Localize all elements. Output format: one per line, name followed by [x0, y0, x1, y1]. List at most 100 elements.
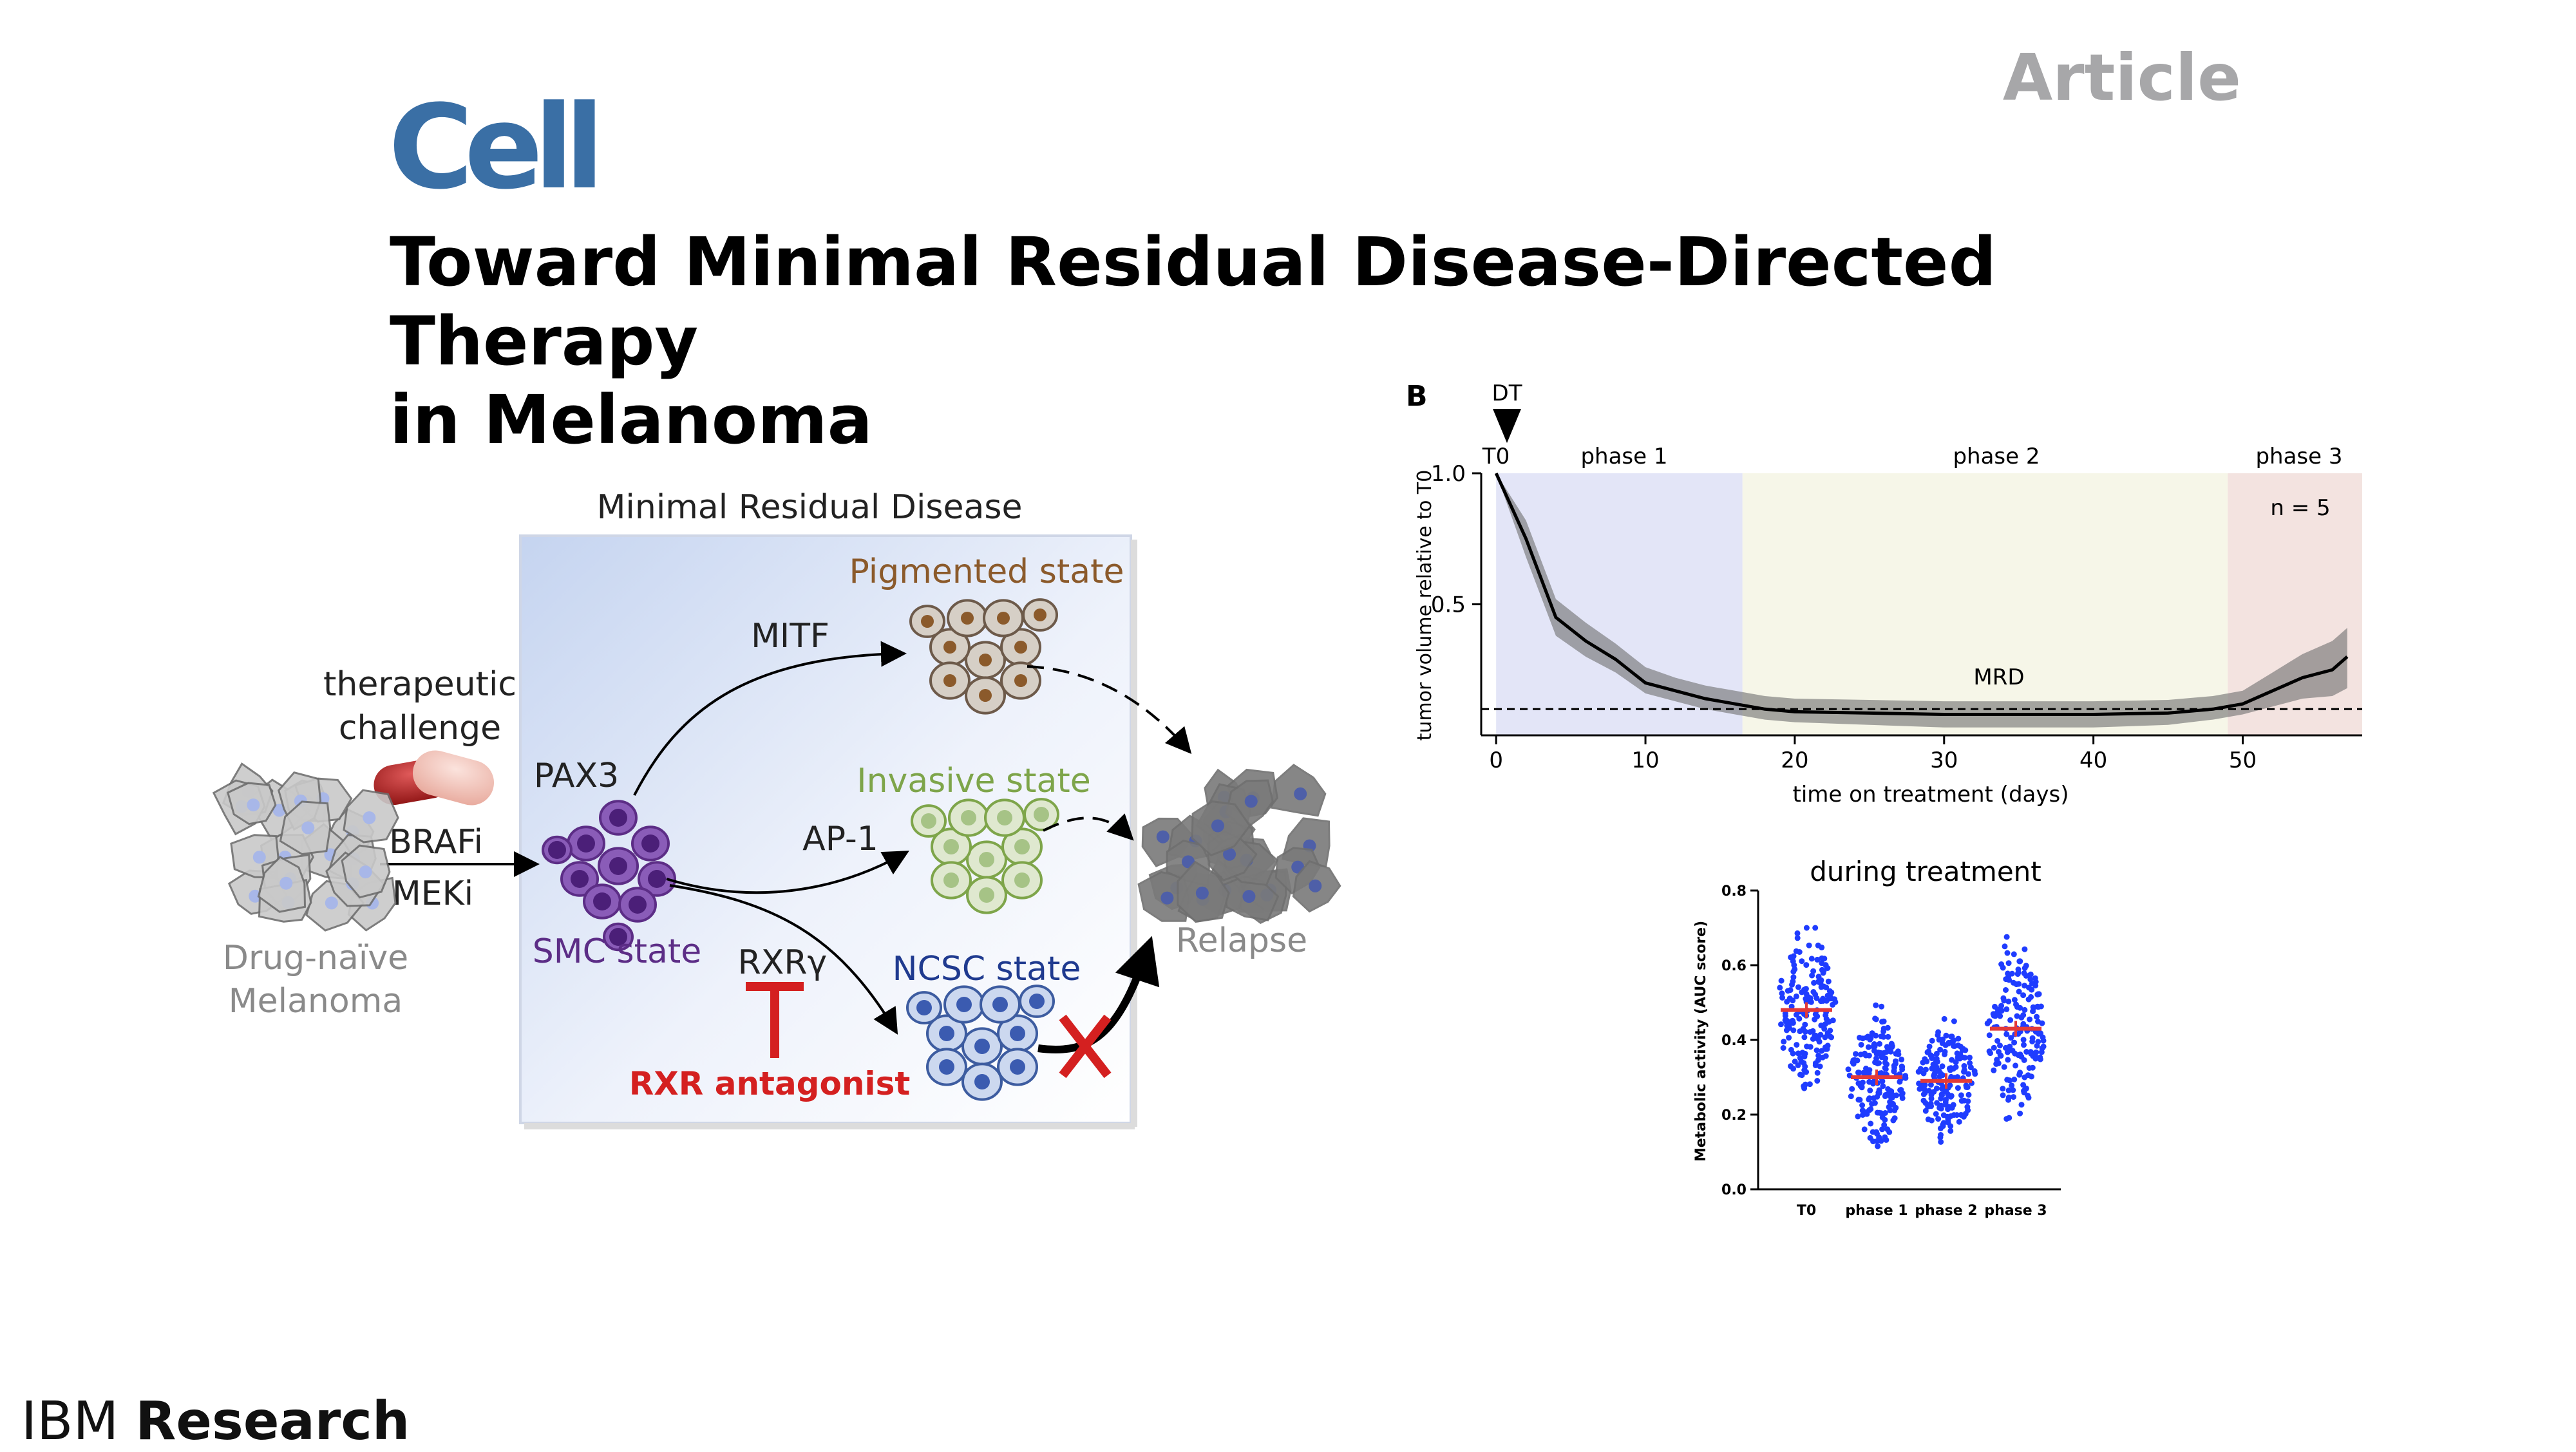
data-point [1782, 1010, 1788, 1017]
cell-nucleus [943, 641, 956, 654]
data-point [1935, 1116, 1942, 1122]
data-point [1889, 1095, 1895, 1101]
data-point [1991, 1067, 1997, 1073]
data-point [2039, 1045, 2045, 1051]
data-point [1865, 1044, 1871, 1050]
cell-nucleus [992, 997, 1008, 1012]
cell-nucleus [979, 689, 992, 702]
data-point [1933, 1111, 1939, 1117]
t0-label: T0 [1482, 444, 1510, 469]
data-point [1880, 1018, 1887, 1024]
meki-label: MEKi [392, 874, 473, 913]
data-point [1937, 1135, 1944, 1140]
challenge-label: challenge [339, 709, 501, 748]
data-point [1862, 1111, 1869, 1117]
cell-nucleus [272, 804, 286, 817]
data-point [1818, 977, 1824, 983]
data-point [1882, 1092, 1889, 1098]
data-point [1891, 1107, 1898, 1113]
data-point [1937, 1046, 1944, 1053]
cell-nucleus [1244, 795, 1258, 808]
data-point [1802, 1063, 1808, 1070]
data-point [1879, 1078, 1886, 1084]
data-point [1823, 985, 1830, 991]
data-point [2003, 1031, 2010, 1037]
cell-nucleus [1010, 1059, 1025, 1075]
data-point [1927, 1082, 1934, 1088]
data-point [1845, 1066, 1852, 1073]
cell-nucleus [1010, 1026, 1025, 1041]
data-point [1938, 1138, 1944, 1145]
data-point [1877, 1050, 1884, 1056]
data-point [1821, 956, 1828, 962]
data-point [1926, 1048, 1932, 1055]
data-point [1783, 1027, 1790, 1033]
data-point [1794, 935, 1801, 941]
data-point [2021, 1057, 2027, 1063]
data-point [1792, 1059, 1798, 1065]
cell-nucleus [1195, 886, 1209, 900]
cell-nucleus [301, 821, 315, 834]
cell-nucleus [997, 810, 1012, 825]
data-point [1949, 1104, 1955, 1111]
data-point [1940, 1122, 1946, 1128]
data-point [1971, 1068, 1978, 1074]
title-line-1: Toward Minimal Residual Disease-Directed… [390, 223, 1997, 381]
data-point [1945, 1119, 1951, 1126]
data-point [2003, 1006, 2010, 1012]
data-point [1947, 1127, 1954, 1134]
data-point [2035, 1039, 2041, 1045]
dt-arrow-icon [1493, 409, 1521, 443]
data-point [1991, 1012, 1997, 1019]
data-point [1873, 1016, 1879, 1023]
cell-nucleus [1223, 847, 1236, 861]
data-point [1778, 977, 1785, 984]
relapse-label: Relapse [1176, 921, 1307, 960]
data-point [1824, 1030, 1831, 1037]
data-point [2022, 983, 2028, 989]
data-point [2022, 946, 2028, 952]
data-point [1880, 1033, 1887, 1040]
data-point [1801, 1053, 1808, 1060]
data-point [1808, 999, 1814, 1005]
cell-nucleus [1014, 641, 1027, 654]
data-point [1819, 1048, 1825, 1054]
cell-nucleus [1309, 879, 1322, 892]
data-point [1790, 968, 1797, 975]
pigmented-label: Pigmented state [849, 552, 1124, 591]
data-point [1867, 1036, 1873, 1042]
cell-nucleus [641, 834, 659, 853]
data-point [2008, 1035, 2014, 1041]
data-point [1802, 1028, 1808, 1035]
brand-light: IBM [21, 1391, 119, 1452]
data-point [1994, 1006, 2001, 1013]
data-point [1877, 1041, 1882, 1047]
data-point [1874, 1138, 1880, 1144]
phase1-label: phase 1 [1580, 444, 1667, 469]
data-point [1922, 1066, 1929, 1073]
cell-nucleus [1029, 994, 1045, 1009]
data-point [1947, 1082, 1953, 1088]
data-point [1818, 1023, 1824, 1029]
data-point [1797, 1071, 1803, 1078]
data-point [2034, 1014, 2040, 1020]
data-point [1811, 979, 1817, 986]
brand-bold: Research [135, 1391, 410, 1452]
data-point [1810, 1035, 1816, 1042]
data-point [2023, 972, 2029, 979]
data-point [1987, 1050, 1993, 1057]
b-ylabel: tumor volume relative to T0 [1414, 470, 1436, 741]
cell-nucleus [974, 1074, 990, 1089]
data-point [2005, 970, 2011, 977]
data-point [1856, 1070, 1862, 1076]
data-point [1780, 1045, 1786, 1051]
data-point [2021, 1088, 2027, 1094]
y-tick-label: 0.5 [1431, 592, 1466, 618]
rxr-antagonist-label: RXR antagonist [629, 1065, 910, 1102]
data-point [1882, 1059, 1888, 1066]
data-point [1855, 1113, 1861, 1120]
data-point [1804, 1043, 1810, 1050]
data-point [1803, 999, 1810, 1005]
data-point [1807, 1029, 1814, 1035]
